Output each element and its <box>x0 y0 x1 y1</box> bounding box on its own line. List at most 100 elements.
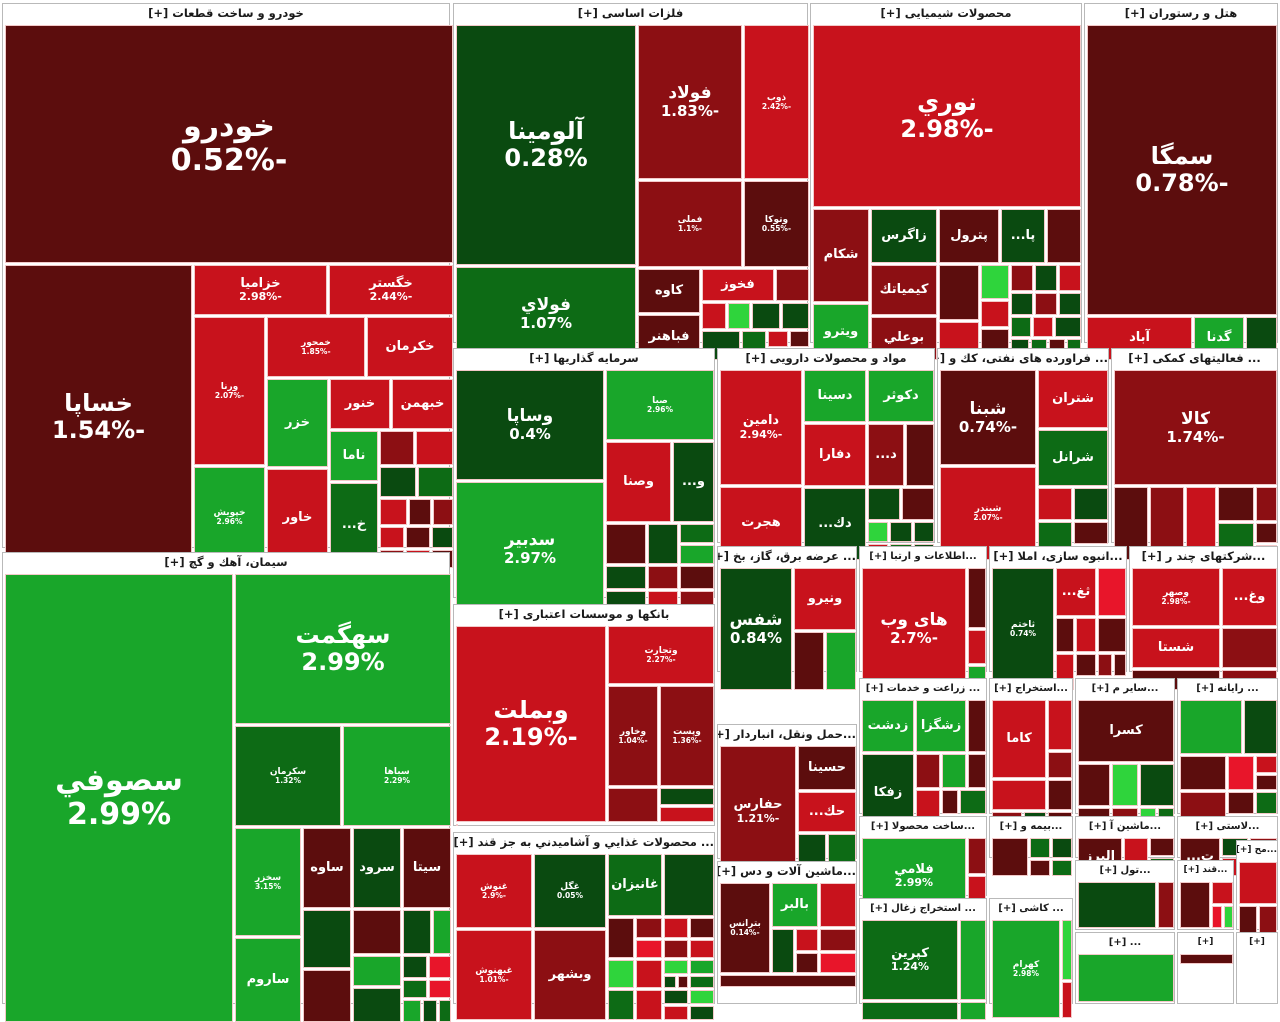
stock-tile[interactable]: دفارا <box>804 424 866 486</box>
stock-tile[interactable]: خزر <box>267 379 328 467</box>
stock-tile-unlabeled[interactable] <box>914 522 934 542</box>
stock-tile-unlabeled[interactable] <box>1038 488 1072 520</box>
stock-tile[interactable]: خبهمن <box>392 379 453 429</box>
stock-tile-unlabeled[interactable] <box>1076 618 1096 652</box>
stock-tile[interactable]: حك... <box>798 792 856 832</box>
sector-panel[interactable]: ...شركتهای چند ر [+] وصهر -2.98% وغ... شستا <box>1129 546 1278 690</box>
stock-tile-unlabeled[interactable] <box>1011 293 1033 315</box>
stock-tile[interactable]: كسرا <box>1078 700 1174 762</box>
stock-tile-unlabeled[interactable] <box>968 754 986 788</box>
stock-tile-unlabeled[interactable] <box>1212 906 1222 928</box>
sector-panel[interactable]: ...تول [+] <box>1075 860 1175 930</box>
sector-panel[interactable]: ... زراعت و خدمات [+] زدشت زشگزا زفكا <box>859 678 987 832</box>
stock-tile[interactable]: شتران <box>1038 370 1108 428</box>
stock-tile-unlabeled[interactable] <box>960 1002 986 1020</box>
stock-tile-unlabeled[interactable] <box>303 970 351 1022</box>
stock-tile[interactable]: خمحور -1.85% <box>267 317 365 377</box>
sector-title[interactable]: ... كاشی [+] <box>990 899 1072 918</box>
sector-panel[interactable]: ...استخراج [+] كاما <box>989 678 1073 832</box>
sector-panel[interactable]: [+] <box>1236 932 1278 1004</box>
stock-tile[interactable]: فولاي 1.07% <box>456 267 636 360</box>
stock-tile-unlabeled[interactable] <box>942 754 966 788</box>
stock-tile-unlabeled[interactable] <box>664 940 688 958</box>
sector-title[interactable]: ...انبوه سازی، املا [+] <box>990 547 1126 566</box>
stock-tile[interactable]: شفس 0.84% <box>720 568 792 690</box>
stock-tile-unlabeled[interactable] <box>960 790 986 814</box>
stock-tile-unlabeled[interactable] <box>1059 265 1081 291</box>
stock-tile[interactable]: سخزر 3.15% <box>235 828 301 936</box>
sector-panel[interactable]: ... عرضه برق، گاز، بخ [+] شفس 0.84% ونیرو <box>717 546 857 690</box>
stock-tile-unlabeled[interactable] <box>433 910 451 954</box>
sector-title[interactable]: ... عرضه برق، گاز، بخ [+] <box>718 547 856 566</box>
stock-tile-unlabeled[interactable] <box>660 788 714 805</box>
stock-tile-unlabeled[interactable] <box>403 956 427 978</box>
stock-tile[interactable]: وپست -1.36% <box>660 686 714 786</box>
stock-tile-unlabeled[interactable] <box>1256 756 1277 773</box>
stock-tile-unlabeled[interactable] <box>636 990 662 1020</box>
stock-tile-unlabeled[interactable] <box>680 566 714 589</box>
stock-tile-unlabeled[interactable] <box>1011 265 1033 291</box>
stock-tile-unlabeled[interactable] <box>1047 209 1081 263</box>
stock-tile-unlabeled[interactable] <box>868 488 900 520</box>
sector-title[interactable]: ...اطلاعات و ارتبا [+] <box>860 547 986 566</box>
stock-tile-unlabeled[interactable] <box>752 303 780 329</box>
stock-tile-unlabeled[interactable] <box>868 522 888 542</box>
sector-panel[interactable]: ... فعالیتهای كمكی [+] كالا -1.74% <box>1111 348 1278 560</box>
stock-tile-unlabeled[interactable] <box>403 1000 421 1022</box>
stock-tile-unlabeled[interactable] <box>1055 317 1081 337</box>
stock-tile-unlabeled[interactable] <box>702 303 726 329</box>
stock-tile[interactable]: ورنا -2.07% <box>194 317 265 465</box>
stock-tile-unlabeled[interactable] <box>1052 838 1072 858</box>
stock-tile[interactable]: بترانس -0.14% <box>720 883 770 973</box>
sector-title[interactable]: بانكها و موسسات اعتباری [+] <box>454 605 714 624</box>
stock-tile-unlabeled[interactable] <box>968 700 986 752</box>
stock-tile-unlabeled[interactable] <box>1180 700 1242 754</box>
stock-tile-unlabeled[interactable] <box>406 527 430 548</box>
stock-tile-unlabeled[interactable] <box>820 883 856 927</box>
stock-tile[interactable]: خکرمان <box>367 317 453 377</box>
stock-tile-unlabeled[interactable] <box>1256 487 1277 521</box>
stock-tile-unlabeled[interactable] <box>782 303 809 329</box>
stock-tile-unlabeled[interactable] <box>1228 792 1254 814</box>
stock-tile[interactable]: دکوثر <box>868 370 934 422</box>
stock-tile-unlabeled[interactable] <box>648 566 678 589</box>
stock-tile-unlabeled[interactable] <box>1098 568 1126 616</box>
stock-tile-unlabeled[interactable] <box>1158 882 1174 928</box>
stock-tile[interactable]: وتوکا -0.55% <box>744 181 809 267</box>
stock-tile[interactable]: وغ... <box>1222 568 1277 626</box>
stock-tile[interactable]: وساپا 0.4% <box>456 370 604 480</box>
stock-tile-unlabeled[interactable] <box>1033 317 1053 337</box>
sector-title[interactable]: ...مح [+] <box>1237 841 1277 860</box>
stock-tile-unlabeled[interactable] <box>1078 954 1174 1002</box>
stock-tile[interactable]: سرود <box>353 828 401 908</box>
sector-title[interactable]: سیمان، آهك و گچ [+] <box>3 553 449 572</box>
stock-tile-unlabeled[interactable] <box>939 265 979 320</box>
sector-title[interactable]: ... رایانه [+] <box>1178 679 1277 698</box>
stock-tile-unlabeled[interactable] <box>1062 982 1072 1018</box>
stock-tile-unlabeled[interactable] <box>416 431 453 465</box>
stock-tile[interactable]: حسینا <box>798 746 856 790</box>
stock-tile-unlabeled[interactable] <box>608 990 634 1020</box>
stock-tile-unlabeled[interactable] <box>1224 906 1233 928</box>
sector-title[interactable]: ... استخراج زغال [+] <box>860 899 986 918</box>
stock-tile-unlabeled[interactable] <box>664 854 714 916</box>
stock-tile-unlabeled[interactable] <box>1062 920 1072 980</box>
stock-tile-unlabeled[interactable] <box>1052 860 1072 876</box>
stock-tile-unlabeled[interactable] <box>1222 628 1277 668</box>
sector-panel[interactable]: ...انبوه سازی، املا [+] ثاختم 0.74% ثغ... <box>989 546 1127 690</box>
stock-tile-unlabeled[interactable] <box>1140 764 1174 806</box>
stock-tile-unlabeled[interactable] <box>902 488 934 520</box>
stock-tile-unlabeled[interactable] <box>403 910 431 954</box>
sector-panel[interactable]: [+] <box>1177 932 1234 1004</box>
stock-tile[interactable]: ساوه <box>303 828 351 908</box>
stock-tile-unlabeled[interactable] <box>796 929 818 951</box>
stock-tile-unlabeled[interactable] <box>664 918 688 938</box>
stock-tile-unlabeled[interactable] <box>790 331 809 347</box>
sector-panel[interactable]: ...ماشین آلات و دس [+] بترانس -0.14% بالبر <box>717 861 857 1004</box>
stock-tile-unlabeled[interactable] <box>1074 488 1108 520</box>
stock-tile-unlabeled[interactable] <box>690 918 714 938</box>
stock-tile-unlabeled[interactable] <box>636 940 662 958</box>
stock-tile-unlabeled[interactable] <box>353 956 401 986</box>
stock-tile[interactable]: وبشهر <box>534 930 606 1020</box>
stock-tile[interactable]: وخاور -1.04% <box>608 686 658 786</box>
